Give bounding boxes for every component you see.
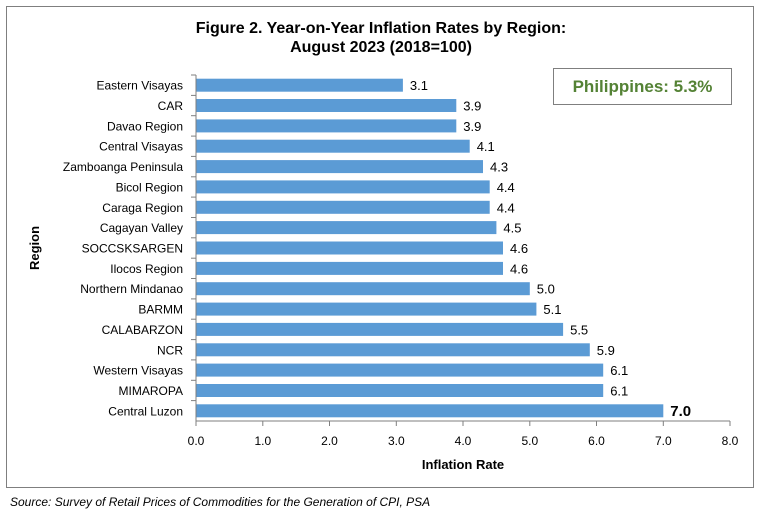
category-label-12: CALABARZON xyxy=(102,323,183,337)
bar-9 xyxy=(196,261,503,275)
source-note: Source: Survey of Retail Prices of Commo… xyxy=(10,495,431,509)
x-tick-label-6: 6.0 xyxy=(588,434,605,448)
bar-13 xyxy=(196,343,590,357)
bar-6 xyxy=(196,200,490,214)
category-label-10: Northern Mindanao xyxy=(80,282,183,296)
category-label-13: NCR xyxy=(157,343,183,357)
category-label-8: SOCCSKSARGEN xyxy=(82,242,183,256)
bar-3 xyxy=(196,139,470,153)
bar-5 xyxy=(196,180,490,194)
x-tick-label-7: 7.0 xyxy=(655,434,672,448)
category-label-4: Zamboanga Peninsula xyxy=(63,160,183,174)
category-label-0: Eastern Visayas xyxy=(97,79,184,93)
bar-15 xyxy=(196,384,604,397)
category-label-7: Cagayan Valley xyxy=(100,221,183,235)
x-tick-label-2: 2.0 xyxy=(321,434,338,448)
category-label-2: Davao Region xyxy=(107,119,183,133)
x-tick-label-3: 3.0 xyxy=(388,434,405,448)
data-label-6: 4.4 xyxy=(497,200,515,215)
chart-title: Figure 2. Year-on-Year Inflation Rates b… xyxy=(0,19,762,57)
data-label-9: 4.6 xyxy=(510,261,528,276)
data-label-16: 7.0 xyxy=(670,403,691,420)
chart-title-line-1: Figure 2. Year-on-Year Inflation Rates b… xyxy=(195,20,567,37)
category-label-16: Central Luzon xyxy=(108,404,183,418)
x-tick-label-8: 8.0 xyxy=(722,434,739,448)
bar-12 xyxy=(196,322,564,336)
philippines-rate-callout: Philippines: 5.3% xyxy=(553,68,732,105)
data-label-13: 5.9 xyxy=(597,343,615,358)
x-tick-label-1: 1.0 xyxy=(254,434,271,448)
category-label-11: BARMM xyxy=(138,303,183,317)
y-axis-title: Region xyxy=(27,226,42,270)
data-label-4: 4.3 xyxy=(490,160,508,175)
category-label-5: Bicol Region xyxy=(116,180,183,194)
data-label-15: 6.1 xyxy=(610,384,628,399)
chart-frame xyxy=(6,6,754,488)
bar-14 xyxy=(196,363,604,377)
bar-2 xyxy=(196,119,457,133)
bar-1 xyxy=(196,99,457,112)
data-label-5: 4.4 xyxy=(497,180,515,195)
bar-4 xyxy=(196,160,483,174)
bar-10 xyxy=(196,282,530,296)
bar-16 xyxy=(196,404,664,418)
bar-0 xyxy=(196,78,403,92)
x-axis-title: Inflation Rate xyxy=(422,457,504,472)
data-label-10: 5.0 xyxy=(537,282,555,297)
category-label-3: Central Visayas xyxy=(99,140,183,154)
data-label-8: 4.6 xyxy=(510,241,528,256)
data-label-2: 3.9 xyxy=(463,119,481,134)
data-label-0: 3.1 xyxy=(410,78,428,93)
x-tick-label-5: 5.0 xyxy=(521,434,538,448)
bar-7 xyxy=(196,221,497,235)
data-label-1: 3.9 xyxy=(463,99,481,114)
chart-title-line-2: August 2023 (2018=100) xyxy=(290,39,472,56)
bar-8 xyxy=(196,241,503,255)
x-tick-label-4: 4.0 xyxy=(455,434,472,448)
data-label-11: 5.1 xyxy=(543,302,561,317)
category-label-1: CAR xyxy=(158,99,184,113)
category-label-6: Caraga Region xyxy=(102,201,183,215)
data-label-7: 4.5 xyxy=(503,221,521,236)
bar-chart: 3.1 Eastern Visayas 3.9 CAR 3.9 Davao Region 4… xyxy=(27,74,739,472)
category-label-14: Western Visayas xyxy=(93,364,183,378)
data-label-14: 6.1 xyxy=(610,363,628,378)
category-label-15: MIMAROPA xyxy=(119,384,183,398)
category-label-9: Ilocos Region xyxy=(110,262,183,276)
bar-11 xyxy=(196,302,537,316)
x-tick-label-0: 0.0 xyxy=(188,434,205,448)
data-label-12: 5.5 xyxy=(570,322,588,337)
data-label-3: 4.1 xyxy=(477,139,495,154)
